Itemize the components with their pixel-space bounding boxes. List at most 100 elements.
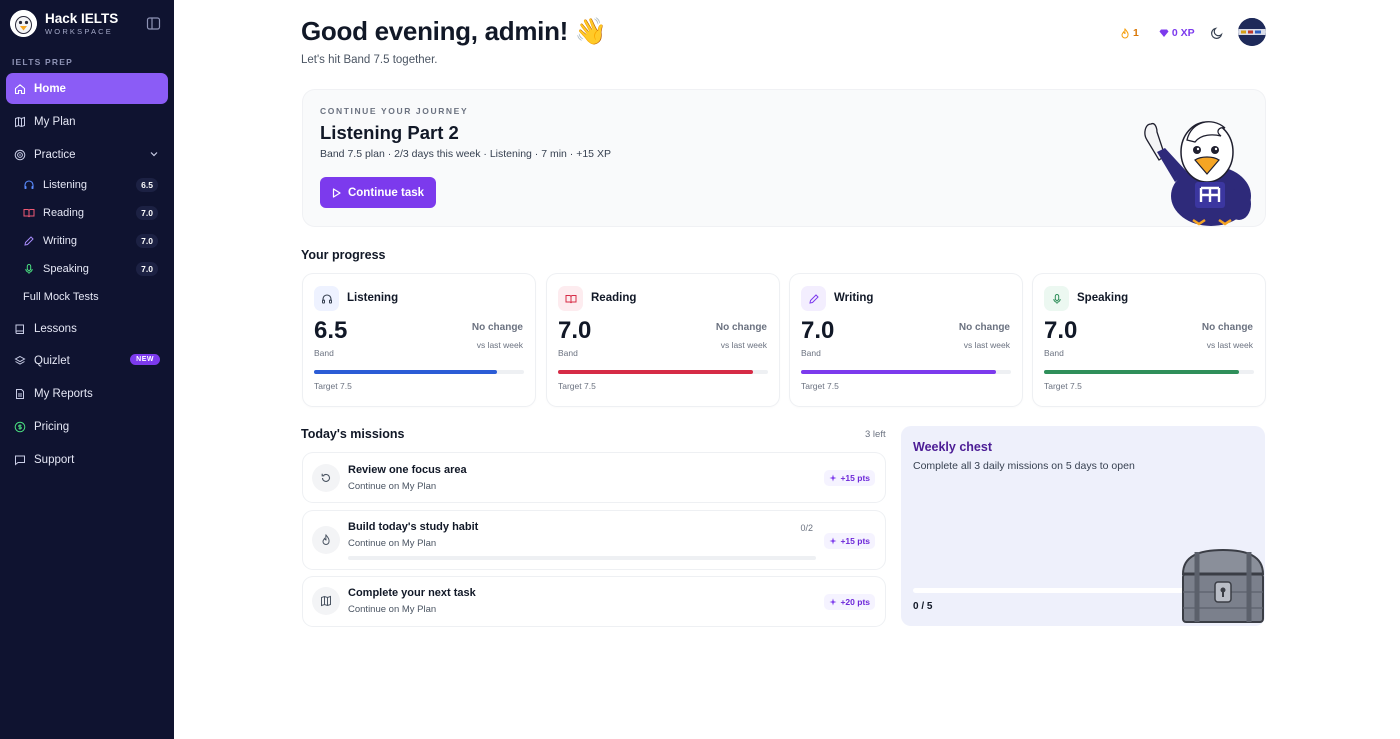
hero-meta: Band 7.5 plan · 2/3 days this week · Lis… bbox=[320, 148, 611, 160]
pen-icon bbox=[808, 293, 819, 304]
sidebar-collapse-icon[interactable] bbox=[146, 16, 161, 31]
card-icon bbox=[558, 286, 583, 311]
skill-band-label: Band bbox=[314, 348, 334, 358]
skill-target: Target 7.5 bbox=[314, 381, 352, 391]
file-text-icon bbox=[16, 388, 24, 399]
streak-counter[interactable]: 1 bbox=[1120, 27, 1139, 39]
sidebar-subitem-speaking[interactable]: Speaking 7.0 bbox=[20, 257, 162, 281]
sidebar-item-label: Home bbox=[34, 82, 66, 95]
brand-title: Hack IELTS bbox=[45, 10, 119, 26]
refresh-icon bbox=[321, 473, 330, 482]
sidebar-item-home[interactable]: Home bbox=[6, 73, 168, 104]
mission-points: +20 pts bbox=[824, 594, 875, 610]
home-icon bbox=[14, 83, 26, 94]
map-icon bbox=[321, 595, 331, 607]
sidebar-item-quizlet[interactable]: Quizlet NEW bbox=[6, 345, 168, 376]
page-subtitle: Let's hit Band 7.5 together. bbox=[301, 54, 438, 66]
mission-icon bbox=[312, 464, 340, 492]
skill-change-period: vs last week bbox=[1206, 340, 1253, 350]
skill-card-listening[interactable]: Listening 6.5 Band No change vs last wee… bbox=[303, 274, 535, 406]
headphones-icon bbox=[321, 293, 332, 303]
skill-band-label: Band bbox=[558, 348, 578, 358]
hero-eyebrow: CONTINUE YOUR JOURNEY bbox=[320, 106, 469, 116]
sidebar-item-my-reports[interactable]: My Reports bbox=[6, 378, 168, 409]
user-stats: 1 0 XP bbox=[1120, 22, 1195, 44]
continue-task-button[interactable]: Continue task bbox=[320, 177, 436, 208]
sidebar-item-label: Support bbox=[34, 453, 75, 466]
headphones-icon bbox=[24, 180, 34, 189]
mission-item[interactable]: Review one focus area Continue on My Pla… bbox=[303, 453, 885, 502]
sidebar-subitem-writing[interactable]: Writing 7.0 bbox=[20, 229, 162, 253]
skill-score: 6.5 bbox=[314, 317, 348, 344]
weekly-chest-card[interactable]: Weekly chest Complete all 3 daily missio… bbox=[901, 426, 1265, 626]
eagle-logo-icon bbox=[10, 10, 37, 37]
mission-item[interactable]: Complete your next task Continue on My P… bbox=[303, 577, 885, 626]
skill-score: 7.0 bbox=[1044, 317, 1078, 344]
skill-card-writing[interactable]: Writing 7.0 Band No change vs last week … bbox=[790, 274, 1022, 406]
mission-item[interactable]: Build today's study habit Continue on My… bbox=[303, 511, 885, 569]
flame-icon bbox=[1121, 27, 1129, 38]
play-icon bbox=[332, 187, 341, 198]
mic-icon bbox=[1052, 293, 1061, 304]
card-icon bbox=[801, 286, 826, 311]
streak-value: 1 bbox=[1133, 27, 1139, 39]
skill-card-speaking[interactable]: Speaking 7.0 Band No change vs last week… bbox=[1033, 274, 1265, 406]
sparkle-icon bbox=[829, 474, 837, 482]
skill-change-period: vs last week bbox=[476, 340, 523, 350]
sidebar-subitem-label: Full Mock Tests bbox=[23, 291, 99, 303]
skill-name: Listening bbox=[347, 292, 399, 304]
missions-section-title: Today's missions bbox=[301, 427, 405, 441]
skill-change-period: vs last week bbox=[963, 340, 1010, 350]
skill-card-reading[interactable]: Reading 7.0 Band No change vs last week … bbox=[547, 274, 779, 406]
sidebar-item-label: Quizlet bbox=[34, 354, 70, 367]
mic-icon bbox=[25, 264, 33, 274]
user-avatar[interactable] bbox=[1238, 18, 1266, 46]
missions-left-count: 3 left bbox=[865, 429, 886, 440]
sidebar-item-practice[interactable]: Practice bbox=[6, 139, 168, 170]
band-badge: 6.5 bbox=[136, 178, 158, 192]
sidebar-subitem-reading[interactable]: Reading 7.0 bbox=[20, 201, 162, 225]
pen-icon bbox=[24, 236, 34, 246]
mission-progress-track bbox=[348, 556, 816, 560]
skill-progress-fill bbox=[558, 370, 754, 374]
treasure-chest-illustration bbox=[1181, 548, 1265, 623]
chevron-down-icon[interactable] bbox=[150, 150, 158, 158]
sidebar-item-lessons[interactable]: Lessons bbox=[6, 313, 168, 344]
skill-progress-track bbox=[314, 370, 524, 374]
skill-progress-track bbox=[1044, 370, 1254, 374]
dollar-circle-icon bbox=[14, 421, 26, 432]
book-open-icon bbox=[23, 209, 35, 218]
brand[interactable]: Hack IELTS WORKSPACE bbox=[10, 10, 118, 37]
sidebar-subitem-listening[interactable]: Listening 6.5 bbox=[20, 173, 162, 197]
xp-counter[interactable]: 0 XP bbox=[1159, 27, 1195, 39]
chest-title: Weekly chest bbox=[913, 440, 992, 454]
sparkle-icon bbox=[829, 537, 837, 545]
book-icon bbox=[15, 324, 24, 334]
skill-name: Writing bbox=[834, 292, 874, 304]
skill-target: Target 7.5 bbox=[801, 381, 839, 391]
mission-title: Build today's study habit bbox=[348, 521, 479, 533]
map-icon bbox=[15, 116, 25, 127]
sidebar-item-my-plan[interactable]: My Plan bbox=[6, 106, 168, 137]
sidebar-item-support[interactable]: Support bbox=[6, 444, 168, 475]
gem-icon bbox=[1159, 29, 1169, 37]
layers-icon bbox=[14, 355, 26, 365]
skill-change-period: vs last week bbox=[720, 340, 767, 350]
chest-progress-count: 0 / 5 bbox=[913, 601, 933, 612]
sidebar-subitem-label: Reading bbox=[43, 207, 84, 219]
continue-journey-card: CONTINUE YOUR JOURNEY Listening Part 2 B… bbox=[303, 90, 1265, 226]
page-title: Good evening, admin! 👋 bbox=[301, 16, 608, 46]
sidebar-item-label: My Plan bbox=[34, 115, 76, 128]
message-square-icon bbox=[15, 455, 25, 466]
skill-change: No change bbox=[1201, 322, 1253, 333]
sidebar-subitem-full-mock-tests[interactable]: Full Mock Tests bbox=[20, 285, 162, 309]
sidebar-subitem-label: Listening bbox=[43, 179, 88, 191]
target-icon bbox=[14, 149, 26, 160]
sidebar-item-label: Practice bbox=[34, 148, 76, 161]
mission-subtitle: Continue on My Plan bbox=[348, 604, 437, 615]
sidebar-item-pricing[interactable]: Pricing bbox=[6, 411, 168, 442]
moon-icon[interactable] bbox=[1210, 26, 1224, 40]
skill-change: No change bbox=[958, 322, 1010, 333]
chest-description: Complete all 3 daily missions on 5 days … bbox=[913, 460, 1135, 472]
skill-name: Speaking bbox=[1077, 292, 1129, 304]
